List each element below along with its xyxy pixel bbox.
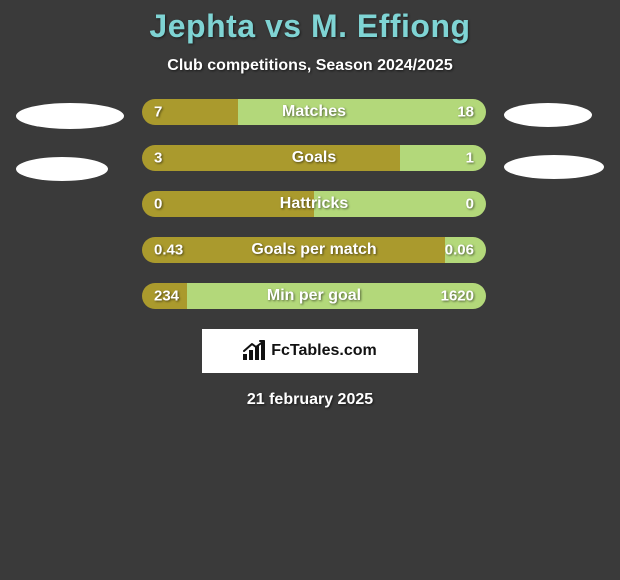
stats-wrap: 7 18 Matches 3 1 Goals 0 0 Hattricks 0.43 0.06 Goal… (0, 99, 620, 309)
stat-row: 0.43 0.06 Goals per match (142, 237, 486, 263)
stat-label: Goals (292, 149, 336, 167)
stats-column: 7 18 Matches 3 1 Goals 0 0 Hattricks 0.43 0.06 Goal… (142, 99, 486, 309)
stat-left-value: 0.43 (154, 242, 183, 259)
stat-label: Goals per match (251, 241, 376, 259)
stat-right-value: 0 (466, 196, 474, 213)
stat-left-value: 0 (154, 196, 162, 213)
stat-right-value: 18 (457, 104, 474, 121)
brand-text: FcTables.com (271, 342, 377, 360)
stat-row: 0 0 Hattricks (142, 191, 486, 217)
player-oval (16, 103, 124, 129)
stat-left-value: 3 (154, 150, 162, 167)
stat-right-value: 0.06 (445, 242, 474, 259)
stat-label: Min per goal (267, 287, 361, 305)
stat-row: 234 1620 Min per goal (142, 283, 486, 309)
subtitle: Club competitions, Season 2024/2025 (167, 57, 452, 75)
comparison-infographic: Jephta vs M. Effiong Club competitions, … (0, 0, 620, 409)
player-oval (504, 103, 592, 127)
player-oval (504, 155, 604, 179)
stat-right-value: 1 (466, 150, 474, 167)
stat-left-segment (142, 145, 400, 171)
date-label: 21 february 2025 (247, 391, 373, 409)
stat-right-segment (238, 99, 486, 125)
page-title: Jephta vs M. Effiong (149, 8, 470, 45)
stat-left-value: 7 (154, 104, 162, 121)
player-oval (16, 157, 108, 181)
stat-row: 3 1 Goals (142, 145, 486, 171)
stat-left-value: 234 (154, 288, 179, 305)
brand-badge: FcTables.com (202, 329, 418, 373)
stat-label: Hattricks (280, 195, 348, 213)
chart-icon (243, 342, 265, 360)
stat-label: Matches (282, 103, 346, 121)
stat-row: 7 18 Matches (142, 99, 486, 125)
right-player-ovals (504, 99, 604, 179)
stat-right-value: 1620 (441, 288, 474, 305)
left-player-ovals (16, 99, 124, 181)
